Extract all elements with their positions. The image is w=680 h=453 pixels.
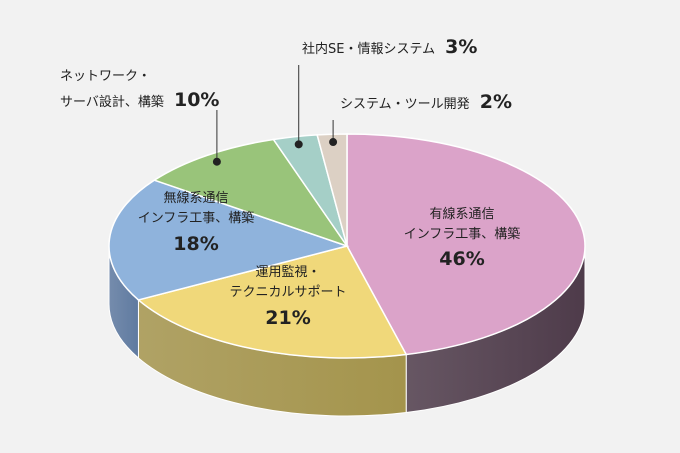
label-network-line1: ネットワーク・ — [60, 69, 151, 84]
label-tools-pct: 2% — [480, 91, 512, 113]
slice-network — [152, 138, 349, 248]
leader-lines — [212, 65, 338, 166]
label-tools-row: システム・ツール開発 2% — [340, 91, 512, 113]
label-ops-line2: テクニカルサポート — [229, 285, 346, 300]
label-network-pct: 10% — [174, 89, 219, 111]
slice-tools — [316, 133, 348, 247]
label-wireless-line2: インフラ工事、構築 — [138, 211, 255, 226]
slice-network-leader-dot — [212, 157, 221, 166]
label-internal-se-pct: 3% — [445, 36, 477, 58]
label-wired-line2: インフラ工事、構築 — [404, 227, 521, 242]
label-internal-se: 社内SE・情報システム — [302, 41, 435, 57]
label-tools: システム・ツール開発 — [340, 97, 470, 112]
label-wired-pct: 46% — [439, 248, 484, 270]
label-network-line2-row: サーバ設計、構築 10% — [60, 89, 219, 111]
pie-slices — [108, 133, 586, 359]
label-wired-line1: 有線系通信 — [429, 206, 494, 222]
label-ops-line1: 運用監視・ — [255, 264, 320, 280]
slice-wireless — [108, 179, 350, 301]
label-wireless-pct: 18% — [173, 233, 218, 255]
slice-internal-se-leader-dot — [294, 140, 303, 149]
label-internal-se-row: 社内SE・情報システム 3% — [302, 36, 477, 58]
slice-ops — [136, 245, 408, 359]
label-network-line2: サーバ設計、構築 — [60, 94, 164, 110]
label-wireless-line1: 無線系通信 — [163, 190, 228, 206]
slice-wired — [346, 133, 586, 356]
slice-tools-leader-dot — [329, 138, 338, 147]
label-ops-pct: 21% — [265, 307, 310, 329]
